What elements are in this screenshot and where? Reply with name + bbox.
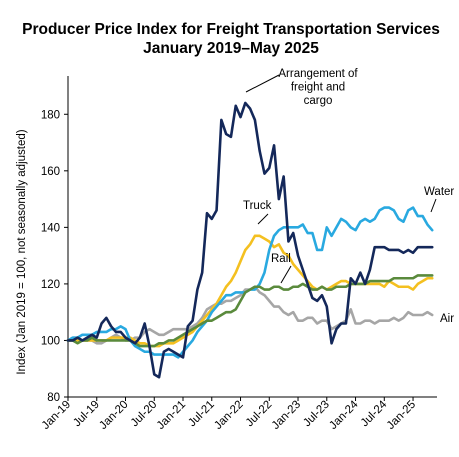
leader-arrangement bbox=[245, 74, 280, 93]
label-arrangement: cargo bbox=[304, 95, 333, 107]
label-water: Water bbox=[424, 186, 454, 198]
leader-water bbox=[430, 198, 437, 213]
y-axis-label: Index (Jan 2019 = 100, not seasonally ad… bbox=[16, 129, 28, 374]
series-layer bbox=[66, 101, 434, 379]
series-line-arrangement-of-freight-and-cargo bbox=[66, 101, 434, 379]
x-tick-label: Jan-21 bbox=[155, 399, 188, 432]
leader-truck bbox=[257, 213, 269, 225]
label-arrangement: Arrangement of bbox=[278, 68, 358, 80]
leader-rail bbox=[280, 265, 292, 284]
y-tick-label: 180 bbox=[41, 109, 60, 121]
x-tick-label: Jan-24 bbox=[327, 398, 361, 432]
axis-layer: 80100120140160180Jan-19Jul-19Jan-20Jul-2… bbox=[40, 76, 437, 432]
label-rail: Rail bbox=[271, 253, 291, 265]
chart-title: Producer Price Index for Freight Transpo… bbox=[22, 21, 440, 38]
x-tick-label: Jan-25 bbox=[385, 399, 418, 432]
label-truck: Truck bbox=[243, 200, 272, 212]
y-tick-label: 140 bbox=[41, 222, 60, 234]
chart-subtitle: January 2019–May 2025 bbox=[143, 40, 319, 57]
y-tick-label: 80 bbox=[47, 392, 60, 404]
x-tick-label: Jan-20 bbox=[97, 399, 130, 432]
x-tick-label: Jan-23 bbox=[270, 399, 303, 432]
label-air: Air bbox=[440, 313, 454, 325]
y-tick-label: 100 bbox=[41, 335, 60, 347]
label-arrangement: freight and bbox=[291, 82, 345, 94]
y-tick-label: 120 bbox=[41, 279, 60, 291]
x-tick-label: Jan-22 bbox=[212, 399, 245, 432]
y-tick-label: 160 bbox=[41, 166, 60, 178]
